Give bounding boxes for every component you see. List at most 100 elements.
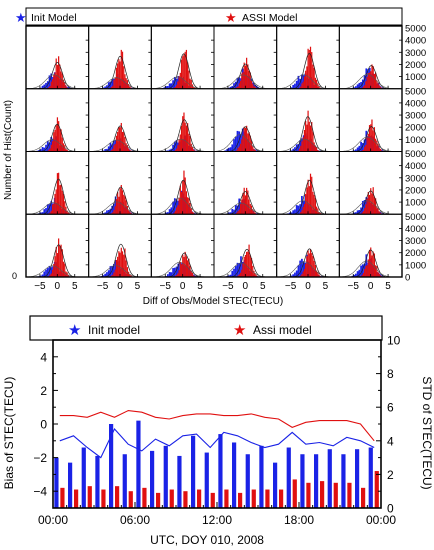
hist-bar-assi (247, 190, 249, 215)
hist-bar-assi (184, 251, 186, 277)
hist-bar-assi (242, 72, 244, 89)
hist-bar-assi (123, 194, 125, 215)
hist-bar-assi (182, 180, 184, 215)
hist-y-tick-label: 5000 (405, 212, 426, 223)
hist-bar-assi (121, 131, 124, 152)
hist-bar-init (175, 266, 178, 277)
hist-bar-init (106, 85, 108, 89)
hist-legend-init-label: Init Model (31, 12, 77, 24)
hist-bar-assi (58, 172, 60, 215)
hist-bar-init (168, 149, 171, 152)
hist-bar-assi (312, 131, 314, 152)
hist-bar-assi (55, 58, 57, 89)
bias-y-tick-label: 0 (40, 418, 47, 432)
hist-bar-assi (188, 70, 190, 89)
bias-bar-assi (265, 489, 270, 508)
hist-x-tick-label: −5 (34, 281, 46, 292)
hist-bar-init (50, 73, 53, 89)
hist-bar-assi (60, 184, 62, 215)
hist-bar-init (41, 147, 44, 152)
hist-bar-assi (188, 133, 190, 152)
hist-bar-assi (239, 143, 242, 152)
hist-y-tick-label: 5000 (405, 24, 426, 35)
hist-bar-init (355, 273, 357, 277)
hist-bar-init (301, 74, 303, 89)
hist-bar-init (168, 83, 171, 89)
hist-y-tick-label: 4000 (405, 161, 426, 172)
hist-bar-assi (371, 119, 373, 152)
std-y-tick-label: 10 (387, 334, 401, 348)
hist-bar-init (39, 87, 42, 89)
hist-bar-assi (238, 274, 240, 277)
hist-bar-assi (120, 247, 122, 277)
hist-bar-assi (48, 87, 50, 89)
hist-bar-init (356, 271, 359, 277)
hist-bar-assi (317, 272, 319, 277)
hist-bar-assi (376, 206, 378, 215)
hist-bar-init (104, 149, 107, 152)
hist-bar-assi (178, 197, 180, 215)
hist-x-tick-label: 5 (72, 281, 78, 292)
hist-bar-assi (238, 209, 240, 215)
hist-bar-assi (182, 254, 184, 277)
bias-bar-assi (374, 471, 379, 508)
hist-bar-assi (307, 48, 309, 89)
bias-bar-assi (333, 482, 338, 508)
hist-bar-assi (376, 80, 378, 89)
hist-bar-init (43, 271, 46, 277)
hist-bar-init (295, 270, 298, 277)
hist-bar-assi (126, 267, 129, 277)
hist-bar-assi (114, 206, 116, 215)
hist-bar-init (46, 268, 49, 277)
hist-bar-init (302, 261, 305, 277)
hist-bar-init (234, 136, 237, 152)
hist-bar-assi (243, 126, 245, 152)
hist-bar-init (50, 201, 53, 215)
hist-x-tick-label: 0 (243, 281, 249, 292)
bias-bar-init (150, 450, 155, 508)
hist-legend-assi-star-icon: ★ (225, 10, 237, 25)
hist-bar-init (175, 198, 178, 215)
hist-bar-assi (306, 256, 308, 277)
hist-bar-assi (49, 274, 51, 277)
hist-bar-assi (246, 187, 248, 215)
hist-bar-assi (298, 87, 301, 89)
hist-bar-assi (67, 274, 69, 277)
hist-bar-init (111, 265, 114, 277)
hist-bar-assi (305, 120, 307, 152)
hist-bar-assi (311, 121, 313, 152)
hist-bar-init (167, 212, 169, 215)
hist-bar-assi (309, 125, 312, 152)
hist-bar-assi (184, 177, 186, 215)
hist-bar-init (170, 207, 173, 215)
hist-bar-assi (185, 49, 188, 89)
hist-bar-assi (110, 150, 113, 152)
hist-bar-assi (187, 123, 189, 152)
hist-bar-assi (124, 196, 126, 215)
hist-bar-assi (115, 259, 118, 277)
hist-bar-init (294, 147, 296, 152)
hist-bar-assi (378, 147, 380, 152)
hist-bar-assi (128, 210, 130, 215)
hist-bar-assi (126, 205, 129, 215)
hist-bar-assi (300, 275, 302, 277)
hist-bar-assi (114, 269, 116, 277)
hist-bar-assi (238, 83, 240, 89)
hist-bar-init (353, 212, 355, 215)
hist-bar-assi (379, 148, 382, 152)
bias-x-tick-label: 12:00 (202, 513, 232, 527)
hist-bar-init (106, 148, 108, 152)
hist-bar-init (292, 210, 295, 215)
hist-bar-assi (54, 72, 56, 89)
bias-bar-init (177, 455, 182, 508)
hist-cell (25, 151, 90, 215)
hist-bar-assi (381, 150, 383, 152)
hist-bar-assi (118, 251, 120, 277)
hist-bar-init (358, 269, 361, 277)
hist-cell (213, 88, 278, 152)
hist-bar-init (102, 87, 105, 89)
hist-cell (338, 25, 403, 90)
bottom-legend: ★ Init model ★ Assi model (29, 315, 383, 341)
hist-bar-assi (129, 150, 131, 152)
hist-bar-assi (56, 253, 59, 277)
